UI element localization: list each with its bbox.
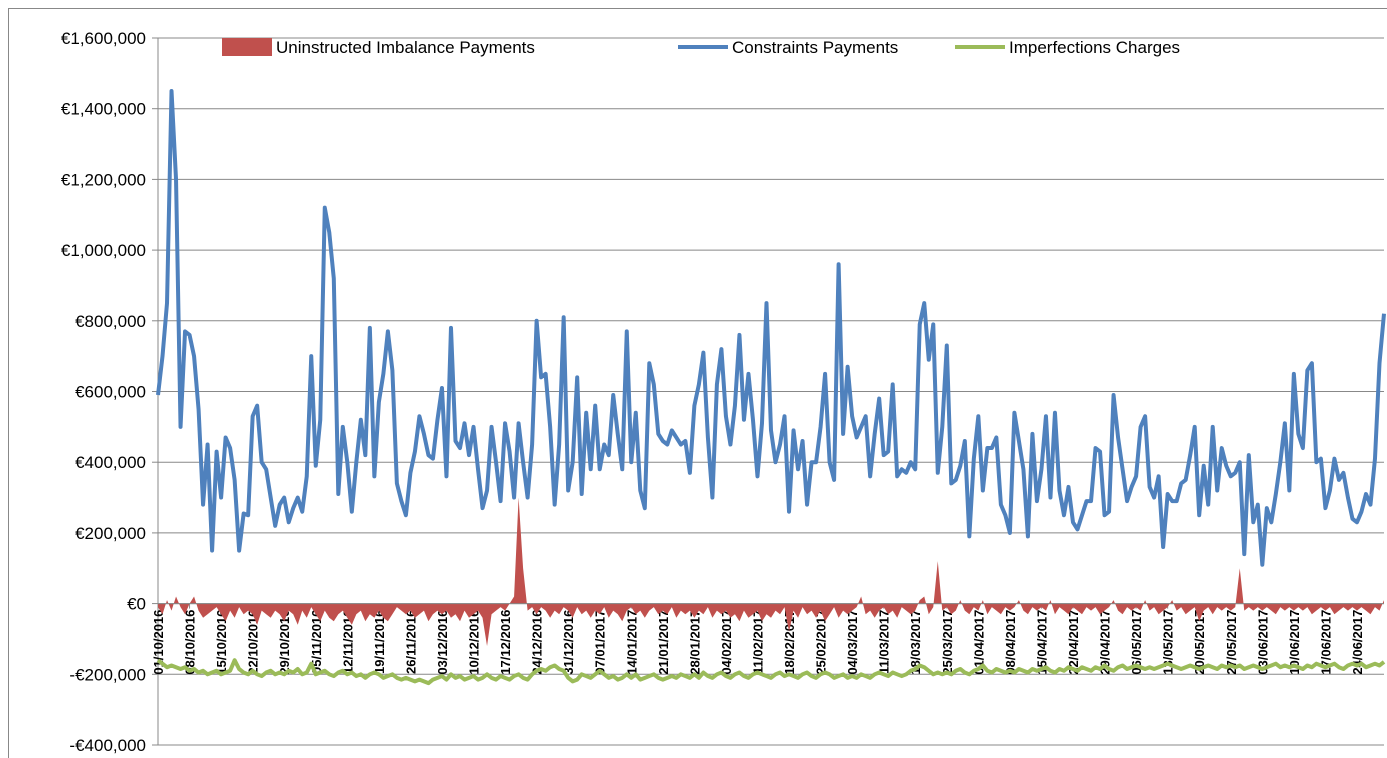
x-tick-label: 18/02/2017 <box>782 610 797 675</box>
legend-swatch <box>222 38 272 56</box>
y-tick-label: €1,200,000 <box>61 170 146 189</box>
x-tick-label: 11/03/2017 <box>877 610 892 674</box>
x-tick-label: 05/11/2016 <box>309 610 324 674</box>
x-tick-label: 04/03/2017 <box>845 610 860 675</box>
x-tick-label: 06/05/2017 <box>1129 610 1144 675</box>
x-tick-label: 18/03/2017 <box>908 610 923 675</box>
y-tick-label: €200,000 <box>75 524 146 543</box>
x-tick-label: 29/10/2016 <box>277 610 292 675</box>
x-tick-label: 07/01/2017 <box>593 610 608 675</box>
y-tick-label: €0 <box>127 595 146 614</box>
x-tick-label: 27/05/2017 <box>1224 610 1239 675</box>
x-tick-label: 08/10/2016 <box>183 610 198 675</box>
x-tick-label: 20/05/2017 <box>1192 610 1207 675</box>
legend-label: Constraints Payments <box>732 38 898 57</box>
y-tick-label: €800,000 <box>75 312 146 331</box>
x-tick-label: 17/06/2017 <box>1318 610 1333 675</box>
x-tick-label: 21/01/2017 <box>656 610 671 675</box>
x-tick-label: 19/11/2016 <box>372 610 387 674</box>
x-tick-label: 03/06/2017 <box>1255 610 1270 675</box>
y-tick-label: -€400,000 <box>69 736 146 755</box>
line <box>156 658 1386 686</box>
y-tick-label: €600,000 <box>75 383 146 402</box>
y-tick-label: €400,000 <box>75 453 146 472</box>
x-tick-label: 12/11/2016 <box>340 610 355 674</box>
legend-label: Imperfections Charges <box>1009 38 1180 57</box>
x-tick-label: 15/10/2016 <box>214 610 229 675</box>
x-tick-label: 08/04/2017 <box>1003 610 1018 675</box>
y-tick-label: €1,600,000 <box>61 29 146 48</box>
x-tick-label: 04/02/2017 <box>719 610 734 675</box>
x-tick-label: 31/12/2016 <box>561 610 576 675</box>
x-tick-label: 24/12/2016 <box>530 610 545 675</box>
legend-label: Uninstructed Imbalance Payments <box>276 38 535 57</box>
y-tick-label: -€200,000 <box>69 665 146 684</box>
x-tick-label: 17/12/2016 <box>498 610 513 675</box>
x-tick-label: 14/01/2017 <box>624 610 639 675</box>
x-tick-label: 11/02/2017 <box>750 610 765 674</box>
x-tick-label: 15/04/2017 <box>1034 610 1049 675</box>
x-tick-label: 28/01/2017 <box>687 610 702 675</box>
x-tick-label: 24/06/2017 <box>1350 610 1365 675</box>
y-tick-label: €1,400,000 <box>61 100 146 119</box>
area <box>158 497 1384 647</box>
x-tick-label: 25/02/2017 <box>814 610 829 675</box>
x-tick-label: 13/05/2017 <box>1161 610 1176 675</box>
y-tick-label: €1,000,000 <box>61 241 146 260</box>
x-tick-label: 01/10/2016 <box>151 610 166 675</box>
x-tick-label: 10/06/2017 <box>1287 610 1302 675</box>
x-tick-label: 03/12/2016 <box>435 610 450 675</box>
x-tick-label: 26/11/2016 <box>403 610 418 674</box>
x-tick-label: 01/04/2017 <box>971 610 986 675</box>
x-tick-label: 10/12/2016 <box>467 610 482 675</box>
x-tick-label: 22/10/2016 <box>246 610 261 675</box>
x-tick-label: 29/04/2017 <box>1098 610 1113 675</box>
x-tick-label: 25/03/2017 <box>940 610 955 675</box>
x-tick-label: 22/04/2017 <box>1066 610 1081 675</box>
line <box>156 89 1386 567</box>
